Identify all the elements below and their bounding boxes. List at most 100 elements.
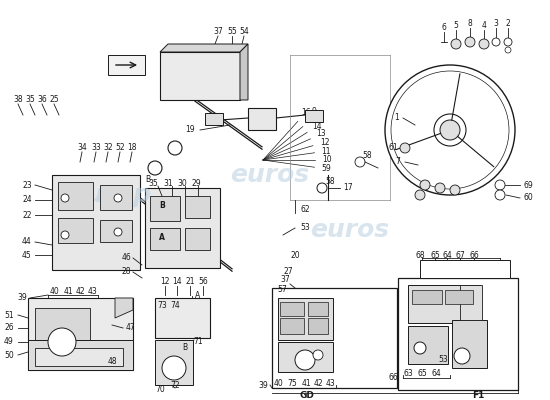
- Text: 31: 31: [163, 178, 173, 188]
- Text: 12: 12: [160, 278, 170, 286]
- Text: A: A: [159, 234, 165, 242]
- Text: 21: 21: [185, 278, 195, 286]
- Text: 25: 25: [49, 96, 59, 104]
- Text: 42: 42: [313, 380, 323, 388]
- Text: 33: 33: [91, 144, 101, 152]
- Circle shape: [114, 194, 122, 202]
- Bar: [28, 298, 133, 370]
- Text: 68: 68: [415, 252, 425, 260]
- Bar: [308, 318, 328, 334]
- Text: 50: 50: [4, 350, 14, 360]
- Text: 1: 1: [395, 114, 399, 122]
- Text: 44: 44: [22, 238, 32, 246]
- Circle shape: [451, 39, 461, 49]
- Bar: [35, 348, 123, 366]
- Text: 27: 27: [283, 268, 293, 276]
- Text: 30: 30: [177, 178, 187, 188]
- Bar: [145, 188, 220, 268]
- Text: 65: 65: [417, 370, 427, 378]
- Text: 71: 71: [193, 338, 203, 346]
- Text: 15: 15: [307, 114, 317, 123]
- Circle shape: [295, 350, 315, 370]
- Text: 66: 66: [388, 374, 398, 382]
- Text: 45: 45: [22, 250, 32, 260]
- Text: euros: euros: [310, 218, 389, 242]
- Text: 53: 53: [438, 356, 448, 364]
- Bar: [100, 185, 132, 210]
- Text: 49: 49: [4, 338, 14, 346]
- Bar: [58, 218, 93, 243]
- Text: 17: 17: [343, 184, 353, 192]
- Text: 41: 41: [63, 286, 73, 296]
- Polygon shape: [108, 55, 145, 75]
- Bar: [155, 340, 193, 385]
- Text: 7: 7: [395, 158, 400, 166]
- Circle shape: [391, 71, 509, 189]
- Text: 53: 53: [300, 224, 310, 232]
- Circle shape: [479, 39, 489, 49]
- Text: 65: 65: [430, 250, 440, 260]
- Bar: [155, 298, 210, 338]
- Circle shape: [504, 38, 512, 46]
- Bar: [272, 288, 397, 388]
- Text: 32: 32: [103, 144, 113, 152]
- Bar: [52, 175, 140, 270]
- Text: 62: 62: [300, 206, 310, 214]
- Text: 67: 67: [455, 250, 465, 260]
- Circle shape: [492, 38, 500, 46]
- Text: 60: 60: [523, 194, 533, 202]
- Text: 35: 35: [25, 96, 35, 104]
- Text: 14: 14: [172, 278, 182, 286]
- Text: 20: 20: [290, 250, 300, 260]
- Bar: [452, 320, 487, 368]
- Bar: [35, 308, 90, 350]
- Text: 35: 35: [148, 178, 158, 188]
- Text: 54: 54: [239, 28, 249, 36]
- Bar: [445, 290, 473, 304]
- Text: 26: 26: [4, 324, 14, 332]
- Text: 72: 72: [170, 380, 180, 390]
- Circle shape: [355, 157, 365, 167]
- Bar: [420, 260, 510, 278]
- Text: 36: 36: [37, 96, 47, 104]
- Bar: [408, 326, 448, 364]
- Text: 22: 22: [22, 210, 32, 220]
- Text: 58: 58: [362, 150, 372, 160]
- Circle shape: [415, 190, 425, 200]
- Bar: [205, 113, 223, 125]
- Bar: [185, 196, 210, 218]
- Text: 66: 66: [469, 250, 479, 260]
- Text: 10: 10: [322, 156, 332, 164]
- Circle shape: [434, 114, 466, 146]
- Text: A: A: [195, 290, 201, 300]
- Text: 74: 74: [170, 300, 180, 310]
- Bar: [305, 110, 323, 122]
- Circle shape: [385, 65, 515, 195]
- Text: 16: 16: [301, 108, 311, 117]
- Text: 41: 41: [301, 380, 311, 388]
- Text: 43: 43: [87, 286, 97, 296]
- Bar: [412, 290, 442, 304]
- Circle shape: [48, 328, 76, 356]
- Text: 42: 42: [75, 286, 85, 296]
- Text: B: B: [183, 344, 188, 352]
- Text: 9: 9: [311, 108, 316, 116]
- Text: 47: 47: [125, 324, 135, 332]
- Text: 55: 55: [227, 28, 237, 36]
- Circle shape: [61, 194, 69, 202]
- Bar: [280, 318, 304, 334]
- Text: 46: 46: [121, 254, 131, 262]
- Text: 75: 75: [287, 380, 297, 388]
- Text: 4: 4: [482, 22, 486, 30]
- Text: 37: 37: [280, 276, 290, 284]
- Text: 52: 52: [115, 144, 125, 152]
- Bar: [408, 285, 480, 323]
- Bar: [185, 228, 210, 250]
- Text: B: B: [145, 176, 151, 184]
- Bar: [150, 196, 180, 221]
- Bar: [278, 342, 333, 372]
- Text: 28: 28: [121, 268, 131, 276]
- Text: 19: 19: [185, 126, 195, 134]
- Text: 57: 57: [277, 286, 287, 294]
- Bar: [100, 220, 132, 242]
